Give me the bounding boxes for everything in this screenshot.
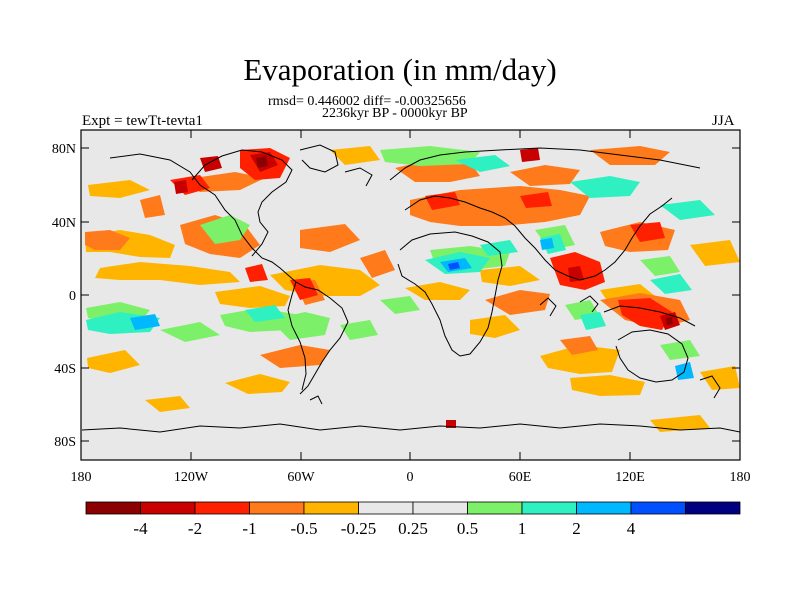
lon-tick-180-left: 180: [71, 470, 92, 485]
colorbar-swatch: [303, 501, 359, 515]
lon-tick-0: 0: [407, 470, 414, 485]
lat-tick-40s: 40S: [54, 362, 76, 377]
lat-tick-0: 0: [69, 289, 76, 304]
colorbar-swatch: [249, 501, 305, 515]
lat-tick-80n: 80N: [52, 142, 76, 157]
colorbar-swatch: [140, 501, 196, 515]
colorbar-swatch: [576, 501, 632, 515]
colorbar-swatch: [521, 501, 577, 515]
lon-tick-marks: [80, 130, 741, 460]
lon-tick-60e: 60E: [509, 470, 532, 485]
colorbar-label: 0.5: [456, 519, 479, 538]
coastlines: [81, 144, 740, 433]
colorbar-label: -0.5: [290, 519, 318, 538]
lon-tick-120e: 120E: [615, 470, 645, 485]
colorbar-swatch: [358, 501, 414, 515]
experiment-label: Expt = tewTt-tevta1: [82, 113, 203, 129]
lat-tick-40n: 40N: [52, 216, 76, 231]
colorbar-label: -2: [187, 519, 203, 538]
lat-tick-marks: [81, 147, 740, 442]
lon-tick-60w: 60W: [287, 470, 315, 485]
lat-tick-80s: 80S: [54, 435, 76, 450]
colorbar-label: -1: [242, 519, 257, 538]
lon-tick-120w: 120W: [174, 470, 209, 485]
colorbar: [85, 501, 741, 515]
stats-subtitle: rmsd= 0.446002 diff= -0.00325656: [268, 94, 466, 109]
colorbar-label: -0.25: [340, 519, 377, 538]
colorbar-label: 1: [517, 519, 527, 538]
colorbar-label: 0.25: [398, 519, 428, 538]
season-label: JJA: [712, 113, 735, 129]
plot-title: Evaporation (in mm/day): [243, 52, 557, 87]
colorbar-label: 4: [626, 519, 636, 538]
colorbar-swatch: [412, 501, 468, 515]
period-subtitle: 2236kyr BP - 0000kyr BP: [322, 106, 468, 121]
colorbar-label: -4: [133, 519, 148, 538]
anomaly-fields: [85, 146, 740, 432]
lon-tick-180-right: 180: [730, 470, 751, 485]
colorbar-swatch: [194, 501, 250, 515]
colorbar-swatch: [685, 501, 741, 515]
colorbar-swatch: [467, 501, 523, 515]
colorbar-label: 2: [572, 519, 581, 538]
colorbar-swatch: [85, 501, 141, 515]
colorbar-swatch: [630, 501, 686, 515]
